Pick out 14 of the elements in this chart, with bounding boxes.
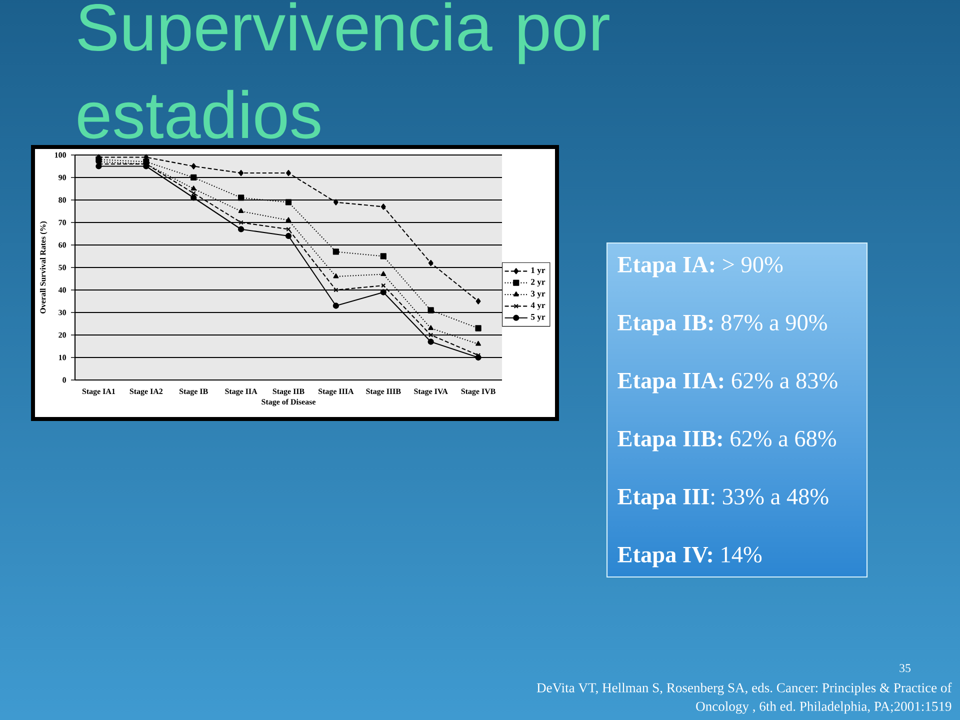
text: Etapa IIB: 62% a 68% [618, 430, 836, 452]
text: Etapa IA: > 90% [618, 256, 783, 278]
text: 35 [900, 664, 911, 672]
text: Etapa IIA: 62% a 83% [618, 372, 838, 394]
text: Etapa IB: 87% a 90% [618, 314, 827, 336]
chart-title: Supervivencia por estadios [78, 2, 610, 139]
legend-label: 3 yr [530, 290, 546, 298]
legend-label: 5 yr [531, 314, 546, 322]
legend-label: 1 yr [531, 267, 546, 275]
text: Etapa IV: 14% [618, 546, 762, 568]
legend-label: 4 yr [530, 302, 546, 310]
text: Etapa III: 33% a 48% [618, 488, 828, 510]
legend-label: 2 yr [531, 278, 546, 287]
text: DeVita VT, Hellman S, Rosenberg SA, eds. Cancer: Principles & Practice of Oncology , 6th ed. Philadelphia, PA;2001:1519 [536, 682, 952, 714]
